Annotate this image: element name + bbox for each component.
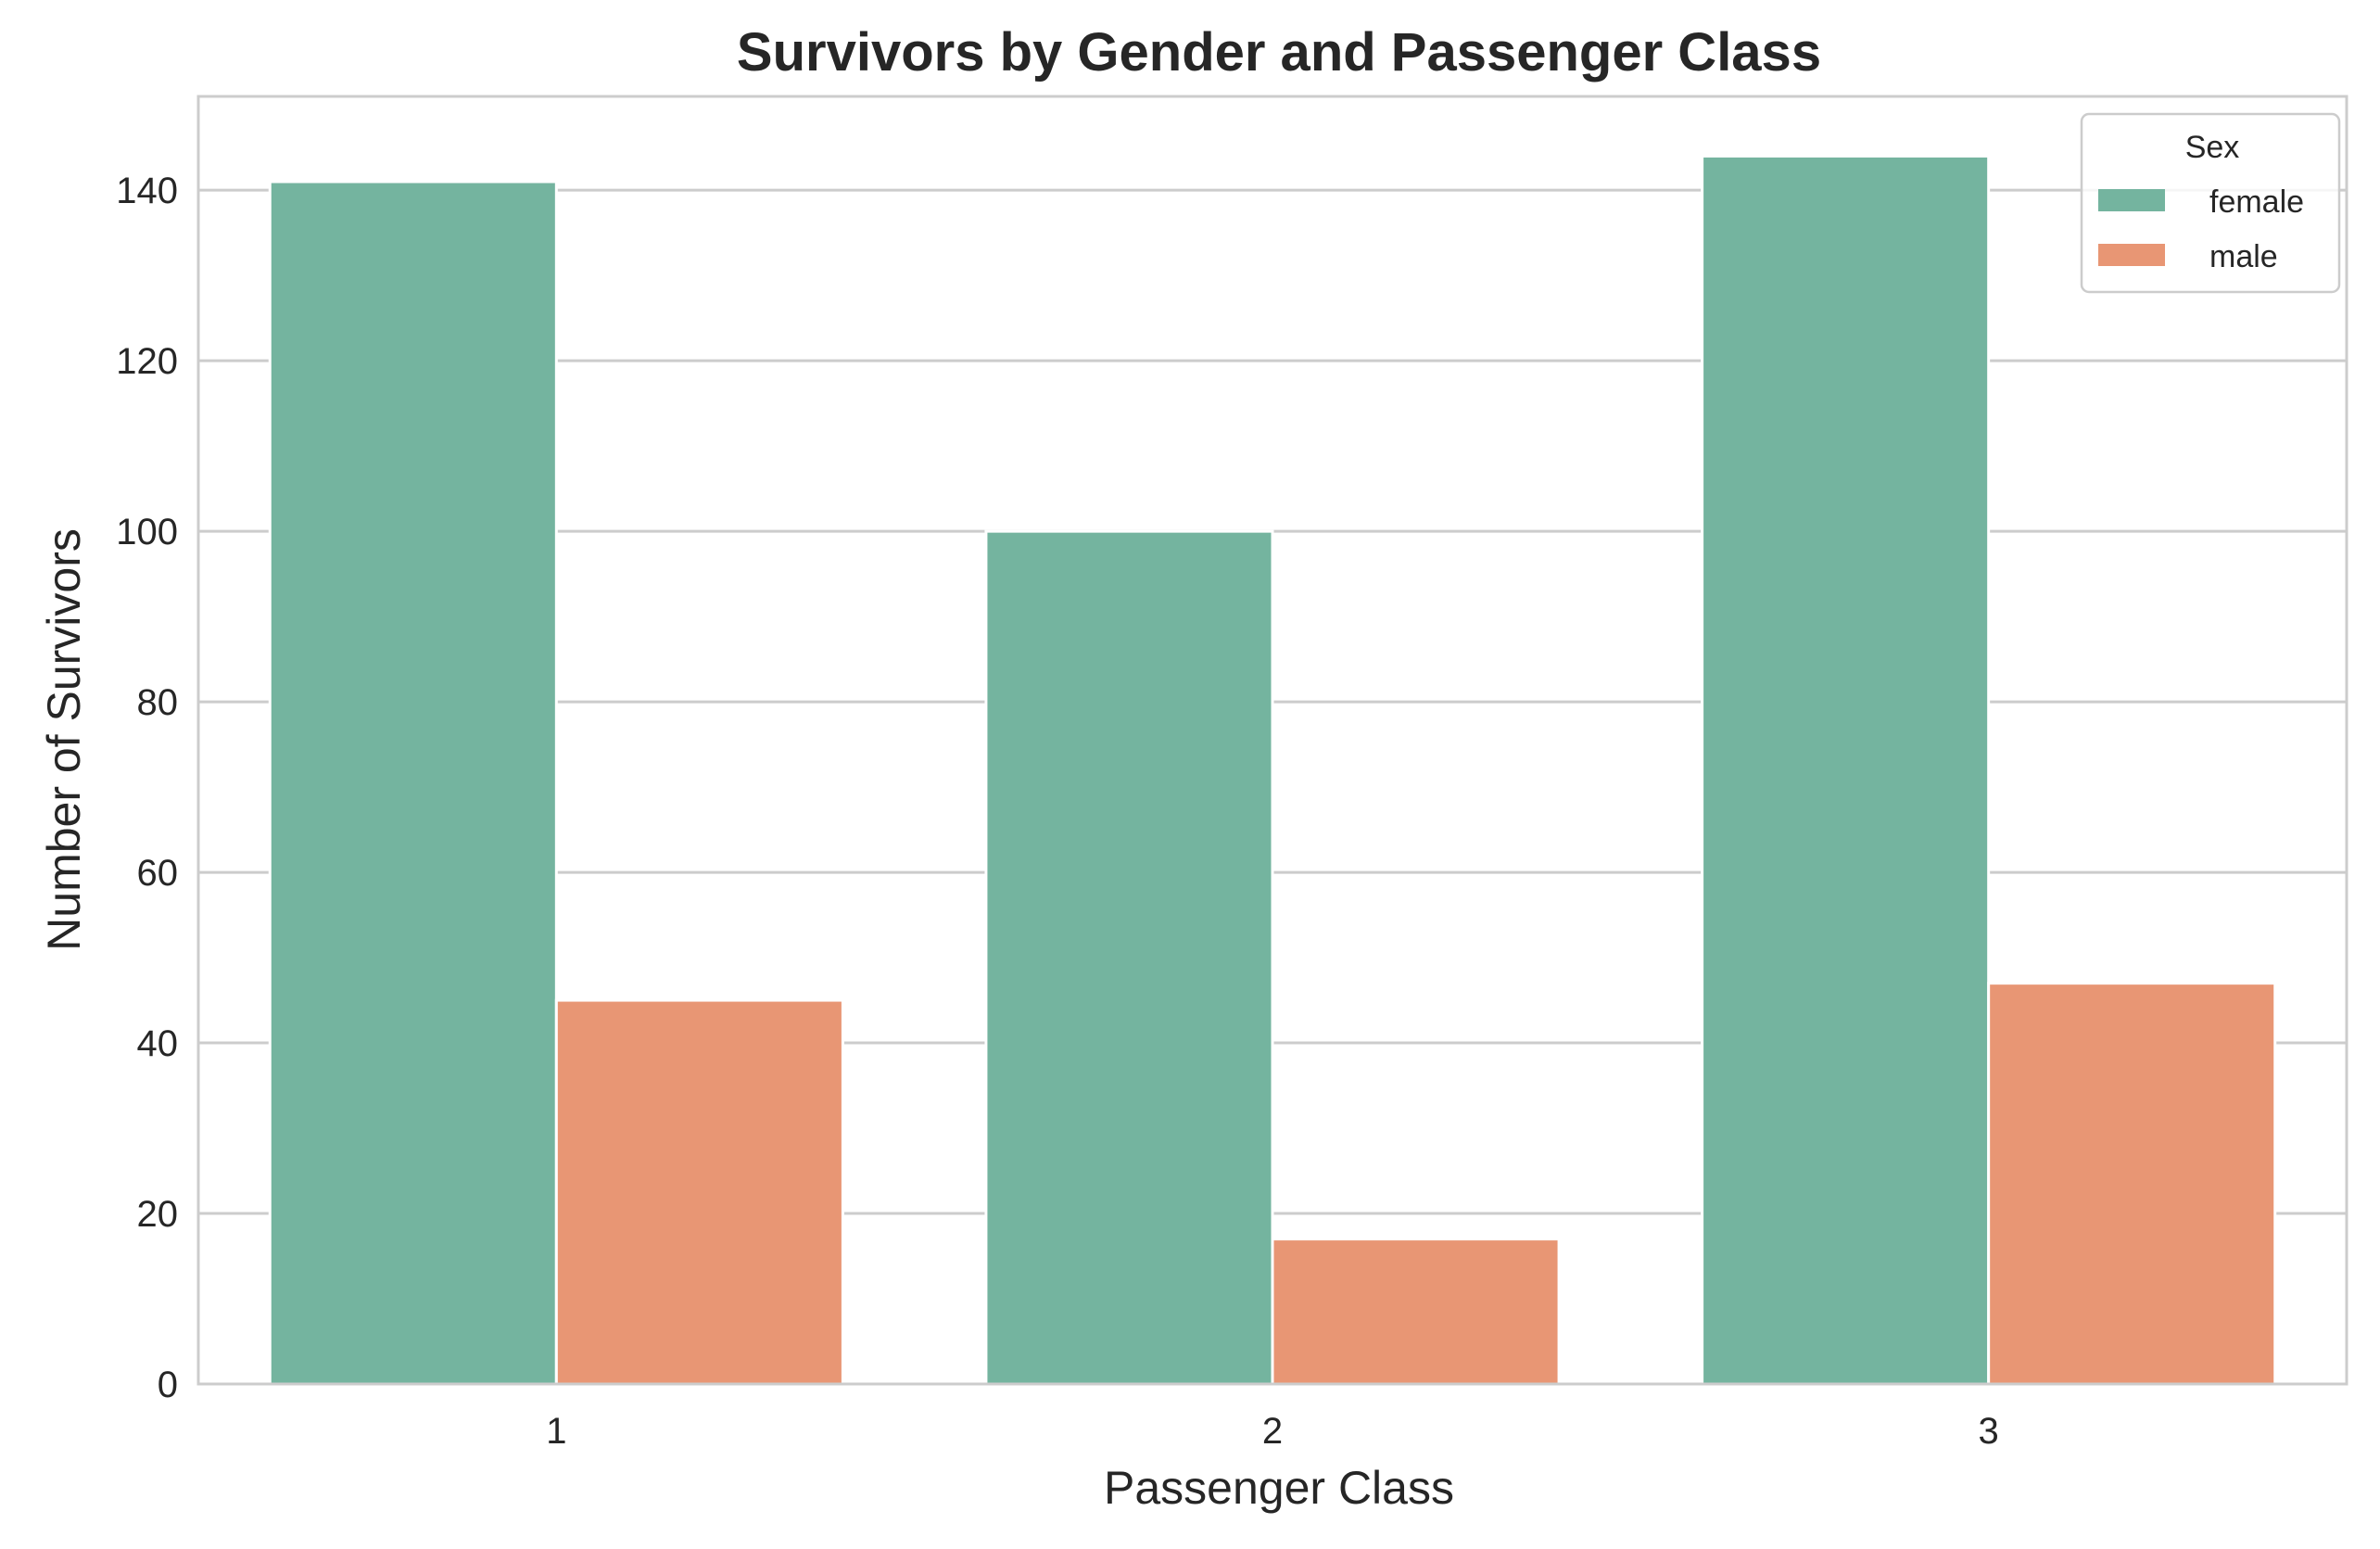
- legend-swatch-female: [2098, 189, 2165, 211]
- y-tick-label: 0: [158, 1365, 178, 1405]
- legend-title: Sex: [2185, 130, 2240, 165]
- bar-male-class-3: [1987, 982, 2277, 1386]
- x-ticks: 1 2 3: [546, 1411, 1999, 1452]
- chart-title: Survivors by Gender and Passenger Class: [737, 22, 1821, 83]
- bar-male-class-1: [554, 998, 844, 1386]
- x-tick-label: 1: [546, 1411, 566, 1452]
- legend-swatch-male: [2098, 244, 2165, 266]
- y-tick-label: 20: [137, 1194, 179, 1235]
- bar-female-class-3: [1701, 154, 1991, 1386]
- y-tick-label: 40: [137, 1023, 179, 1064]
- x-tick-label: 2: [1262, 1411, 1283, 1452]
- bar-female-class-2: [984, 529, 1274, 1386]
- x-tick-label: 3: [1979, 1411, 1999, 1452]
- y-tick-label: 140: [116, 171, 178, 211]
- y-tick-label: 80: [137, 682, 179, 723]
- legend-label-female: female: [2209, 184, 2304, 220]
- y-tick-label: 120: [116, 341, 178, 382]
- y-axis-label: Number of Survivors: [38, 528, 90, 951]
- y-tick-label: 100: [116, 512, 178, 552]
- bars: [268, 154, 2277, 1386]
- bar-female-class-1: [268, 180, 558, 1386]
- y-tick-label: 60: [137, 853, 179, 894]
- legend-label-male: male: [2209, 239, 2278, 274]
- x-axis-label: Passenger Class: [1104, 1462, 1454, 1514]
- plot-frame: [196, 95, 2348, 1386]
- y-ticks: 0 20 40 60 80 100 120 140: [116, 171, 178, 1405]
- legend: Sex female male: [2080, 112, 2341, 294]
- bar-male-class-2: [1271, 1238, 1561, 1386]
